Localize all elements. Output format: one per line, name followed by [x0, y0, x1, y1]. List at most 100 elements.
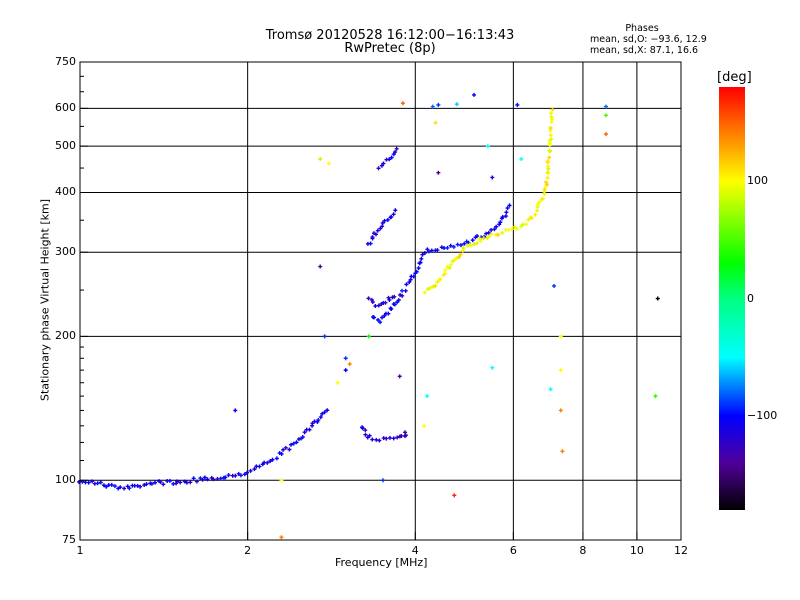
- trace-point: [496, 232, 501, 237]
- y-tick-label: 200: [55, 329, 76, 343]
- trace-point: [391, 436, 396, 441]
- trace-point: [98, 480, 103, 485]
- trace-point: [248, 468, 253, 473]
- trace-point: [320, 411, 325, 416]
- trace-point: [236, 471, 241, 476]
- trace-point: [245, 470, 250, 475]
- trace-point: [367, 433, 372, 438]
- x-tick-label: 10: [629, 544, 644, 557]
- x-tick-label: 4: [411, 544, 419, 557]
- colorbar-label: [deg]: [717, 70, 752, 85]
- trace-point: [382, 313, 387, 318]
- trace-point: [500, 214, 505, 219]
- trace-point: [452, 257, 457, 262]
- scatter-point: [425, 394, 430, 399]
- scatter-point: [322, 334, 327, 339]
- trace-point: [205, 477, 210, 482]
- x-tick-label: 12: [674, 544, 688, 557]
- trace-point: [380, 220, 385, 225]
- trace-point: [135, 483, 140, 488]
- chart-subtitle: RwPretec (8p): [344, 41, 436, 56]
- phases-o-stats: mean, sd,O: −93.6, 12.9: [590, 34, 707, 45]
- trace-point: [451, 244, 456, 249]
- x-tick-label: 8: [579, 544, 587, 557]
- scatter-point: [552, 283, 557, 288]
- scatter-point: [490, 365, 495, 370]
- trace-point: [318, 415, 323, 420]
- y-tick-label: 400: [55, 185, 76, 199]
- trace-point: [477, 236, 482, 241]
- scatter-point: [472, 92, 477, 97]
- trace-point: [472, 242, 477, 247]
- scatter-point: [560, 449, 565, 454]
- trace-point: [109, 482, 114, 487]
- trace-point: [104, 484, 109, 489]
- trace-point: [411, 274, 416, 279]
- trace-point: [372, 315, 377, 320]
- trace-point: [403, 430, 408, 435]
- trace-point: [379, 163, 384, 168]
- trace-point: [443, 268, 448, 273]
- y-tick-label: 750: [55, 55, 76, 68]
- trace-point: [461, 245, 466, 250]
- scatter-point: [558, 408, 563, 413]
- trace-point: [393, 208, 398, 213]
- scatter-point: [485, 144, 490, 149]
- trace-point: [294, 440, 299, 445]
- trace-point: [526, 217, 531, 222]
- trace-point: [370, 235, 375, 240]
- scatter-point: [515, 102, 520, 107]
- trace-point: [182, 479, 187, 484]
- trace-point: [549, 111, 554, 116]
- trace-point: [454, 256, 459, 261]
- trace-point: [175, 479, 180, 484]
- trace-point: [486, 234, 491, 239]
- x-tick-label: 2: [244, 544, 252, 557]
- trace-point: [382, 218, 387, 223]
- scatter-point: [558, 334, 563, 339]
- trace-point: [138, 484, 143, 489]
- scatter-point: [380, 478, 385, 483]
- trace-point: [398, 292, 403, 297]
- trace-point: [287, 447, 292, 452]
- colorbar-tick-label: −100: [747, 409, 778, 422]
- trace-point: [127, 486, 132, 491]
- scatter-point: [452, 493, 457, 498]
- plot-frame: [79, 61, 682, 541]
- trace-point: [416, 266, 421, 271]
- grid-lines: [80, 62, 681, 540]
- trace-point: [375, 228, 380, 233]
- scatter-point: [343, 356, 348, 361]
- trace-point: [360, 426, 365, 431]
- trace-point: [389, 214, 394, 219]
- trace-point: [425, 247, 430, 252]
- phases-heading: Phases: [625, 23, 659, 34]
- trace-point: [535, 202, 540, 207]
- trace-point: [489, 232, 494, 237]
- scatter-point: [603, 104, 608, 109]
- trace-point: [370, 437, 375, 442]
- trace-point: [191, 476, 196, 481]
- trace-point: [223, 475, 228, 480]
- trace-point: [399, 433, 404, 438]
- trace-point: [384, 436, 389, 441]
- trace-point: [448, 262, 453, 267]
- scatter-point: [279, 535, 284, 540]
- trace-point: [447, 265, 452, 270]
- trace-point: [391, 152, 396, 157]
- y-tick-label: 600: [55, 101, 76, 115]
- trace-point: [202, 475, 207, 480]
- scatter-point: [433, 120, 438, 125]
- y-tick-label: 500: [55, 139, 76, 153]
- trace-point: [274, 456, 279, 461]
- scatter-point: [519, 157, 524, 162]
- trace-point: [307, 427, 312, 432]
- trace-point: [498, 220, 503, 225]
- trace-point: [438, 277, 443, 282]
- trace-point: [507, 203, 512, 208]
- trace-point: [300, 435, 305, 440]
- trace-point: [400, 288, 405, 293]
- trace-point: [465, 243, 470, 248]
- trace-point: [497, 222, 502, 227]
- scatter-point: [318, 157, 323, 162]
